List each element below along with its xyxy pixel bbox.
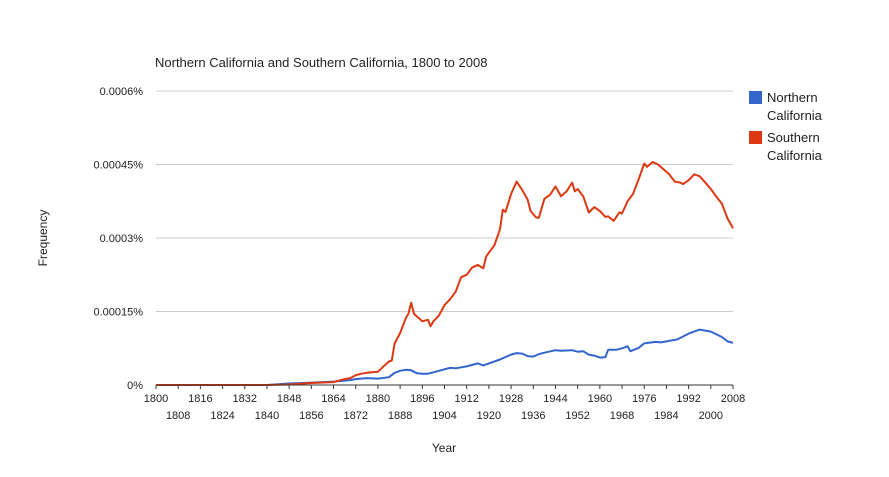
y-tick-label: 0.0006% bbox=[100, 86, 144, 98]
gridlines bbox=[156, 90, 733, 312]
x-tick-label: 1912 bbox=[454, 393, 478, 405]
x-tick-label: 1824 bbox=[210, 410, 234, 422]
chart-title: Northern California and Southern Califor… bbox=[155, 55, 487, 70]
series-lines bbox=[156, 161, 734, 386]
x-tick-label: 1888 bbox=[388, 410, 412, 422]
x-tick-label: 1944 bbox=[543, 393, 567, 405]
x-tick-label: 1960 bbox=[588, 393, 612, 405]
legend-label: California bbox=[767, 148, 823, 163]
x-tick-label: 1992 bbox=[676, 393, 700, 405]
x-axis-label: Year bbox=[432, 441, 456, 455]
x-tick-label: 1920 bbox=[477, 410, 501, 422]
x-tick-label: 1832 bbox=[233, 393, 257, 405]
x-tick-label: 1864 bbox=[321, 393, 345, 405]
y-tick-label: 0.00015% bbox=[93, 307, 143, 319]
x-tick-label: 1904 bbox=[432, 410, 456, 422]
legend: Northern California Southern California bbox=[749, 90, 823, 163]
x-tick-label: 1848 bbox=[277, 393, 301, 405]
y-tick-label: 0.0003% bbox=[100, 233, 144, 245]
legend-label: Southern bbox=[767, 130, 820, 145]
x-tick-label: 1928 bbox=[499, 393, 523, 405]
y-axis-ticks: 0% 0.00015% 0.0003% 0.00045% 0.0006% bbox=[93, 86, 143, 392]
y-axis-label: Frequency bbox=[36, 210, 50, 267]
legend-swatch bbox=[749, 131, 762, 144]
x-axis-ticks: 1800 1816 1832 1848 1864 1880 1896 1912 1928 1944… bbox=[144, 385, 745, 422]
x-tick-label: 1808 bbox=[166, 410, 190, 422]
x-tick-label: 1880 bbox=[366, 393, 390, 405]
series-line-southern-california bbox=[156, 161, 734, 386]
x-tick-label: 1984 bbox=[654, 410, 678, 422]
x-tick-label: 1968 bbox=[610, 410, 634, 422]
x-tick-label: 2008 bbox=[721, 393, 745, 405]
y-tick-label: 0.00045% bbox=[93, 160, 143, 172]
y-tick-label: 0% bbox=[127, 380, 143, 392]
x-tick-label: 1872 bbox=[343, 410, 367, 422]
x-tick-label: 1800 bbox=[144, 393, 168, 405]
x-tick-label: 2000 bbox=[699, 410, 723, 422]
x-tick-label: 1896 bbox=[410, 393, 434, 405]
x-tick-label: 1936 bbox=[521, 410, 545, 422]
x-tick-label: 1976 bbox=[632, 393, 656, 405]
legend-label: Northern bbox=[767, 90, 818, 105]
series-line-northern-california bbox=[156, 328, 734, 386]
x-tick-label: 1856 bbox=[299, 410, 323, 422]
legend-label: California bbox=[767, 108, 823, 123]
x-tick-label: 1952 bbox=[565, 410, 589, 422]
x-tick-label: 1840 bbox=[255, 410, 279, 422]
legend-swatch bbox=[749, 91, 762, 104]
x-tick-label: 1816 bbox=[188, 393, 212, 405]
